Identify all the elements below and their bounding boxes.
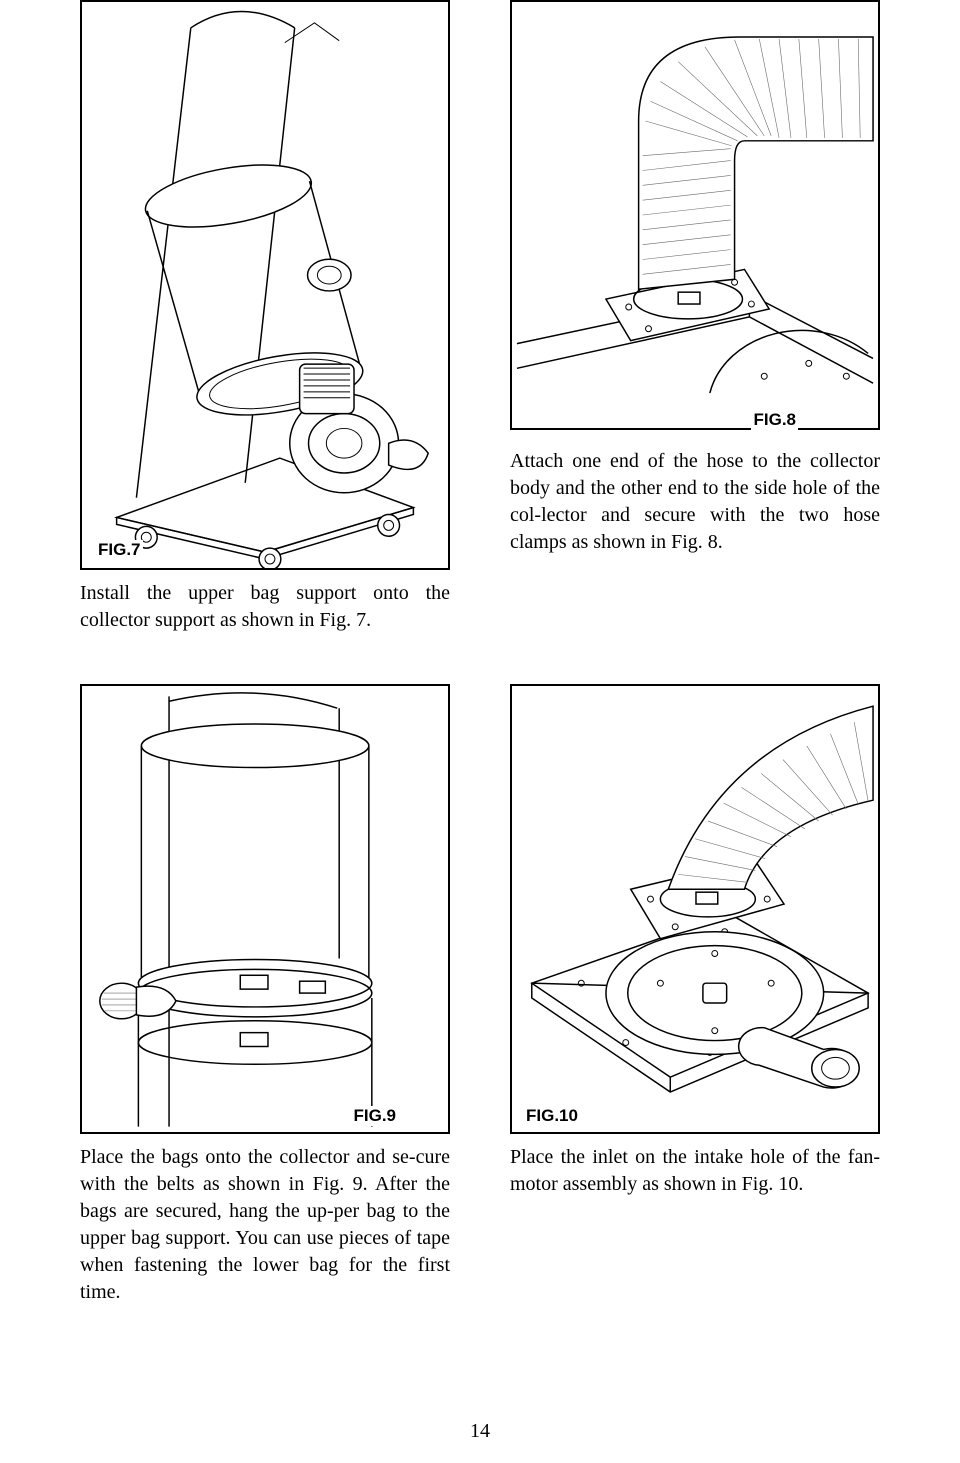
fig8-illustration bbox=[512, 2, 878, 428]
fig10-label: FIG.10 bbox=[524, 1106, 580, 1126]
figure-9: FIG.9 bbox=[80, 684, 450, 1134]
figure-7: FIG.7 bbox=[80, 0, 450, 570]
fig10-caption: Place the inlet on the intake hole of th… bbox=[510, 1144, 880, 1198]
page-number: 14 bbox=[470, 1420, 490, 1443]
fig9-label: FIG.9 bbox=[351, 1106, 398, 1126]
fig8-caption: Attach one end of the hose to the collec… bbox=[510, 448, 880, 556]
figure-8: FIG.8 bbox=[510, 0, 880, 430]
fig9-caption: Place the bags onto the collector and se… bbox=[80, 1144, 450, 1306]
col-fig10: FIG.10 Place the inlet on the intake hol… bbox=[510, 684, 880, 1306]
fig7-caption: Install the upper bag support onto the c… bbox=[80, 580, 450, 634]
row-figs-7-8: FIG.7 Install the upper bag support onto… bbox=[80, 0, 880, 634]
fig7-label: FIG.7 bbox=[96, 540, 143, 560]
fig7-illustration bbox=[82, 2, 448, 568]
col-fig7: FIG.7 Install the upper bag support onto… bbox=[80, 0, 450, 634]
col-fig9: FIG.9 Place the bags onto the collector … bbox=[80, 684, 450, 1306]
col-fig8: FIG.8 Attach one end of the hose to the … bbox=[510, 0, 880, 634]
row-figs-9-10: FIG.9 Place the bags onto the collector … bbox=[80, 684, 880, 1306]
fig9-illustration bbox=[82, 686, 448, 1132]
fig8-label: FIG.8 bbox=[751, 410, 798, 430]
fig10-illustration bbox=[512, 686, 878, 1132]
figure-10: FIG.10 bbox=[510, 684, 880, 1134]
